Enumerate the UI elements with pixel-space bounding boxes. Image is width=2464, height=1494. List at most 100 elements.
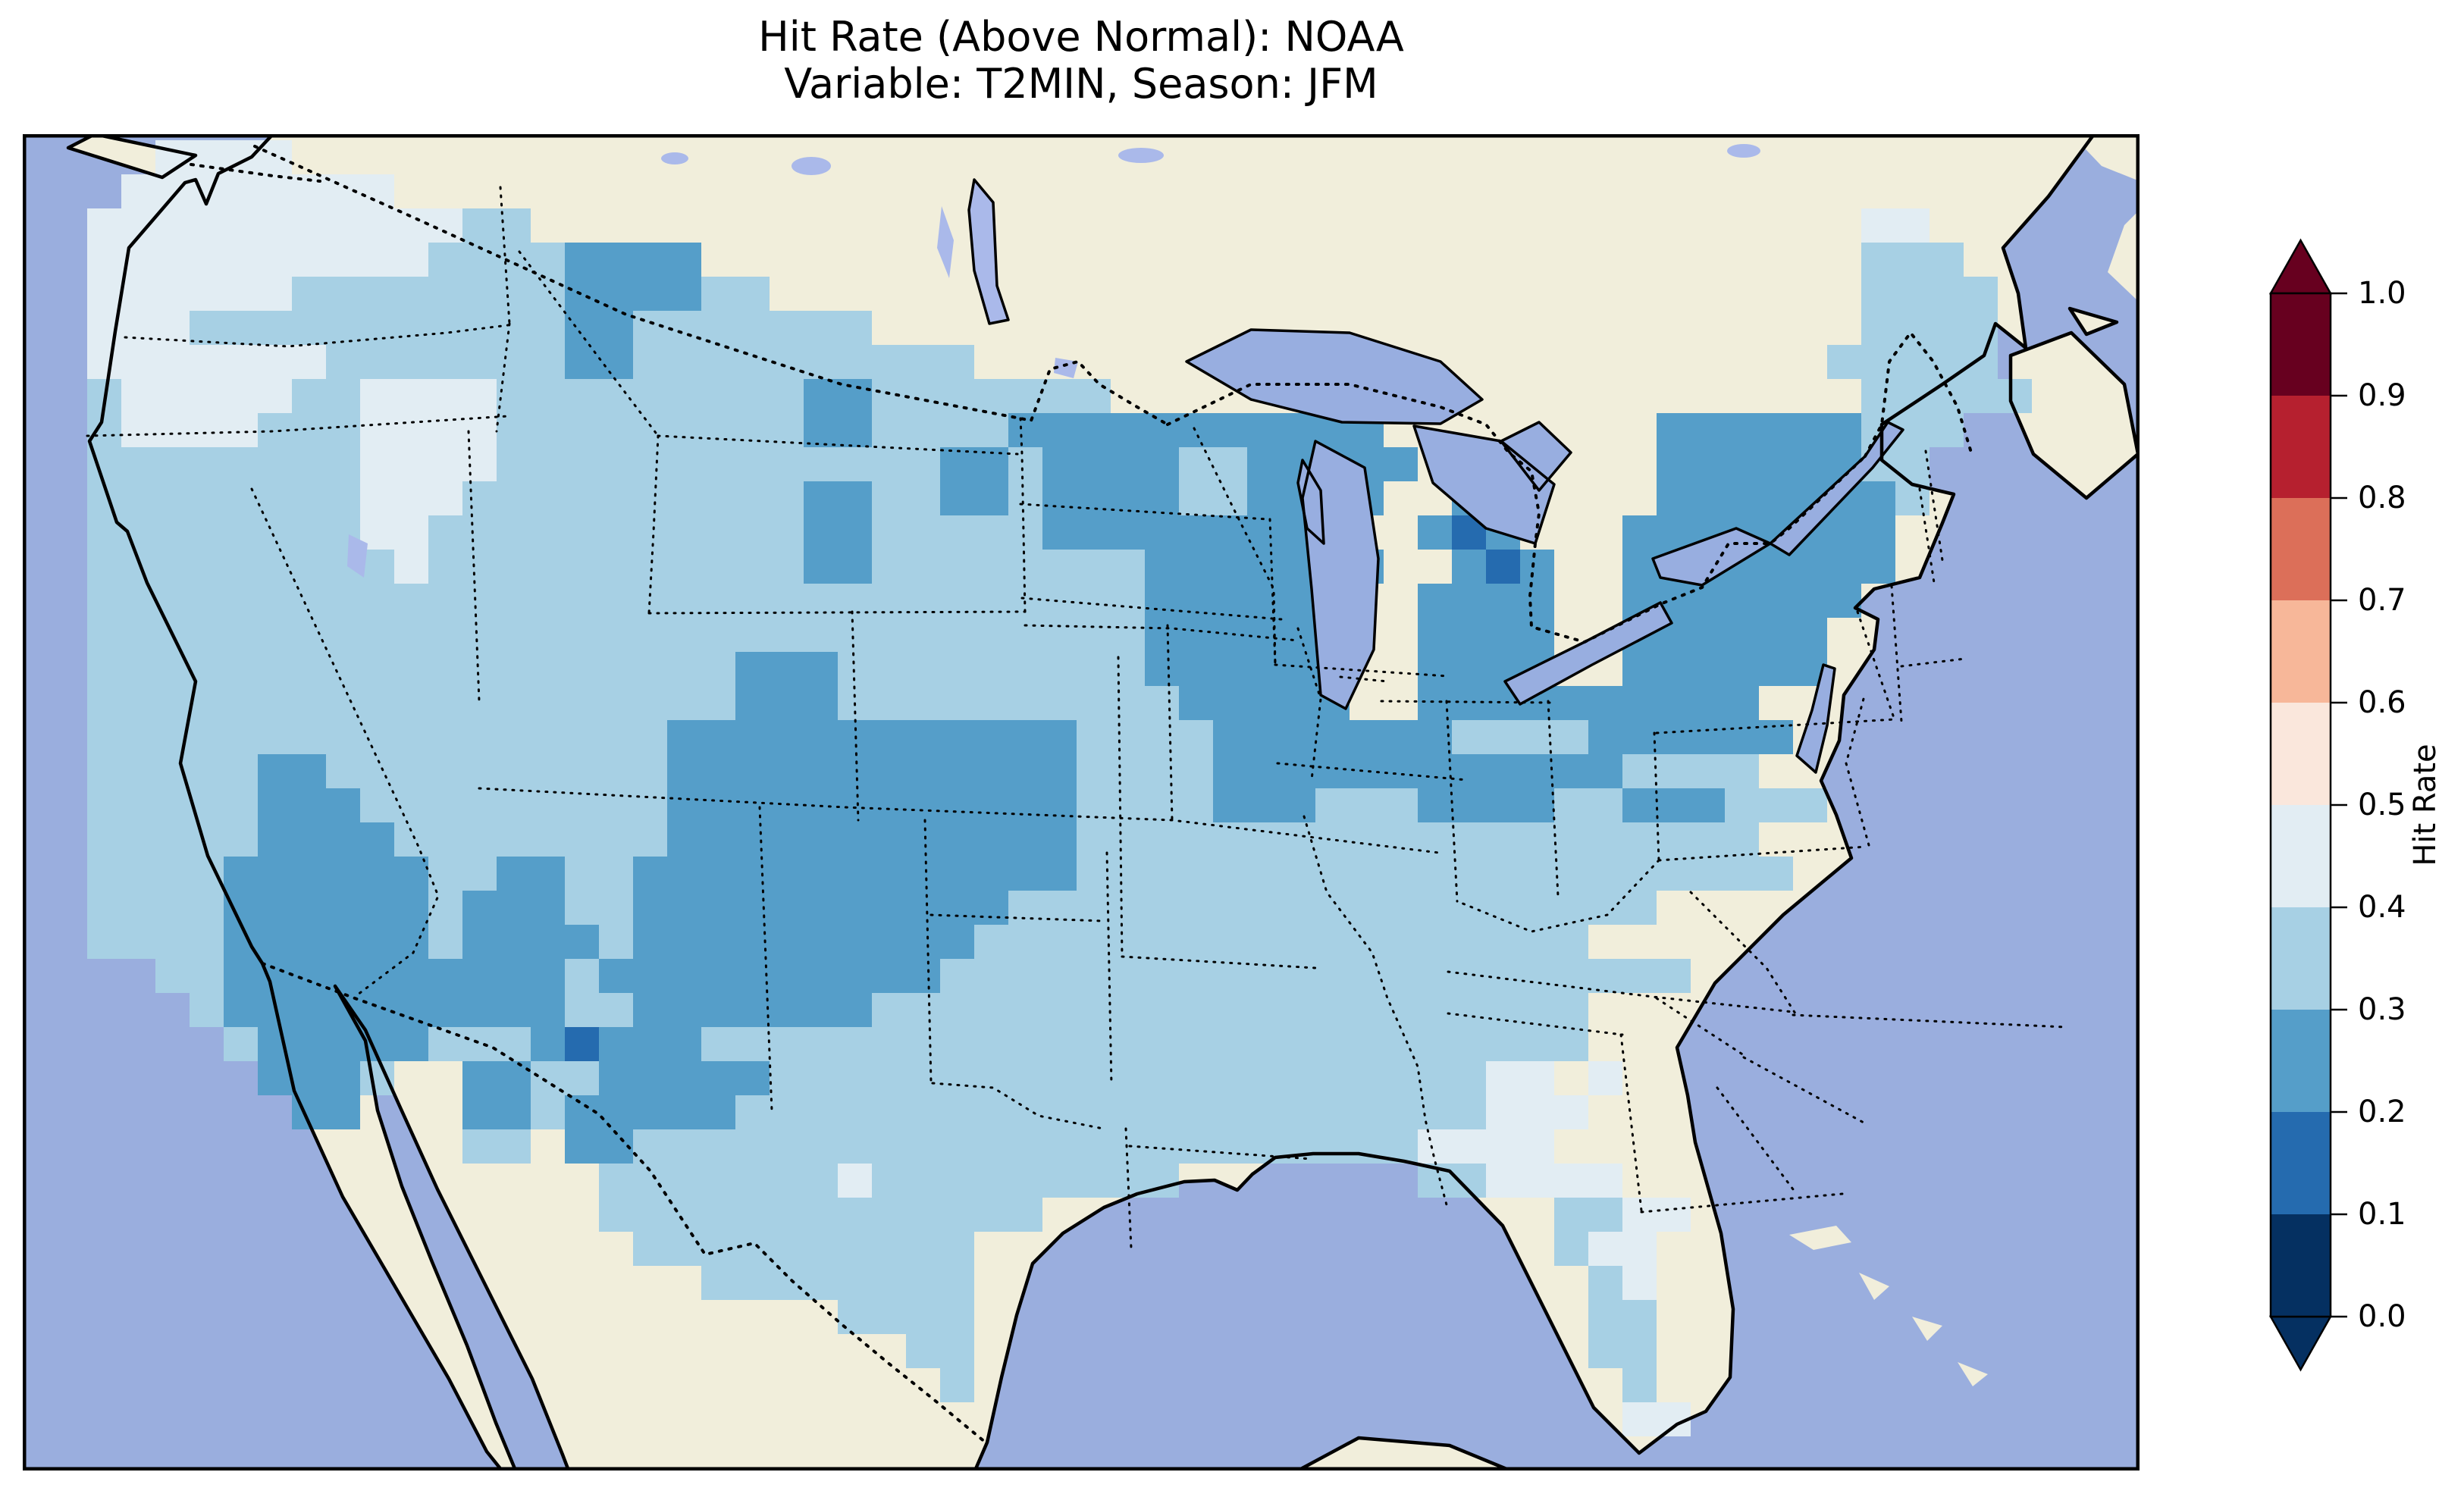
heatmap-cell bbox=[667, 447, 701, 481]
heatmap-cell bbox=[258, 515, 292, 550]
heatmap-cell bbox=[497, 481, 531, 515]
heatmap-cell bbox=[838, 550, 872, 584]
heatmap-cell bbox=[633, 515, 667, 550]
heatmap-cell bbox=[1350, 788, 1384, 822]
heatmap-cell bbox=[701, 550, 735, 584]
heatmap-cell bbox=[394, 447, 428, 481]
heatmap-cell bbox=[1486, 925, 1520, 959]
heatmap-cell bbox=[1691, 720, 1725, 754]
heatmap-cell bbox=[940, 1164, 974, 1198]
heatmap-cell bbox=[701, 277, 735, 311]
heatmap-cell bbox=[1077, 754, 1111, 788]
heatmap-cell bbox=[1111, 822, 1145, 857]
heatmap-cell bbox=[735, 1232, 770, 1266]
heatmap-cell bbox=[1111, 652, 1145, 686]
heatmap-cell bbox=[1145, 447, 1179, 481]
heatmap-cell bbox=[1350, 1095, 1384, 1129]
heatmap-cell bbox=[735, 1164, 770, 1198]
heatmap-cell bbox=[804, 925, 838, 959]
heatmap-cell bbox=[462, 481, 497, 515]
heatmap-cell bbox=[940, 686, 974, 720]
heatmap-cell bbox=[1077, 618, 1111, 652]
heatmap-cell bbox=[1861, 550, 1895, 584]
heatmap-cell bbox=[565, 925, 599, 959]
heatmap-cell bbox=[190, 481, 224, 515]
heatmap-cell bbox=[394, 584, 428, 618]
heatmap-cell bbox=[1452, 925, 1486, 959]
heatmap-cell bbox=[1861, 277, 1895, 311]
heatmap-cell bbox=[360, 788, 394, 822]
heatmap-cell bbox=[258, 686, 292, 720]
heatmap-cell bbox=[838, 925, 872, 959]
heatmap-cell bbox=[565, 891, 599, 925]
chesapeake-bay-outline bbox=[1795, 663, 1836, 774]
heatmap-cell bbox=[1691, 754, 1725, 788]
heatmap-cell bbox=[1008, 1129, 1042, 1164]
heatmap-cell bbox=[974, 993, 1008, 1027]
heatmap-cell bbox=[599, 1095, 633, 1129]
heatmap-cell bbox=[326, 822, 360, 857]
heatmap-cell bbox=[360, 277, 394, 311]
heatmap-cell bbox=[565, 481, 599, 515]
heatmap-cell bbox=[1042, 686, 1077, 720]
heatmap-cell bbox=[735, 686, 770, 720]
heatmap-cell bbox=[770, 1129, 804, 1164]
heatmap-cell bbox=[667, 1198, 701, 1232]
heatmap-cell bbox=[497, 1095, 531, 1129]
heatmap-cell bbox=[633, 277, 667, 311]
heatmap-cell bbox=[804, 413, 838, 447]
heatmap-cell bbox=[1588, 1061, 1622, 1095]
heatmap-cell bbox=[940, 720, 974, 754]
heatmap-cell bbox=[633, 243, 667, 277]
heatmap-cell bbox=[1520, 959, 1554, 993]
heatmap-cell bbox=[804, 720, 838, 754]
heatmap-cell bbox=[1520, 550, 1554, 584]
heatmap-cell bbox=[224, 379, 258, 413]
heatmap-cell bbox=[838, 1061, 872, 1095]
heatmap-cell bbox=[770, 481, 804, 515]
heatmap-cell bbox=[701, 925, 735, 959]
heatmap-cell bbox=[1622, 959, 1657, 993]
heatmap-cell bbox=[1452, 1061, 1486, 1095]
heatmap-cell bbox=[531, 584, 565, 618]
heatmap-cell bbox=[599, 481, 633, 515]
heatmap-cell bbox=[326, 345, 360, 379]
heatmap-cell bbox=[906, 754, 940, 788]
heatmap-cell bbox=[121, 277, 155, 311]
heatmap-cell bbox=[633, 447, 667, 481]
heatmap-cell bbox=[1588, 857, 1622, 891]
heatmap-cell bbox=[1281, 652, 1315, 686]
heatmap-cell bbox=[190, 925, 224, 959]
heatmap-cell bbox=[872, 1232, 906, 1266]
heatmap-cell bbox=[121, 754, 155, 788]
heatmap-cell bbox=[292, 208, 326, 243]
heatmap-cell bbox=[633, 1027, 667, 1061]
heatmap-cell bbox=[1486, 1061, 1520, 1095]
heatmap-cell bbox=[224, 447, 258, 481]
heatmap-cell bbox=[462, 379, 497, 413]
heatmap-cell bbox=[1247, 891, 1281, 925]
heatmap-cell bbox=[1247, 1027, 1281, 1061]
heatmap-cell bbox=[1008, 891, 1042, 925]
heatmap-cell bbox=[633, 1232, 667, 1266]
heatmap-cell bbox=[974, 925, 1008, 959]
heatmap-cell bbox=[599, 754, 633, 788]
heatmap-cell bbox=[770, 1095, 804, 1129]
heatmap-cell bbox=[565, 686, 599, 720]
heatmap-cell bbox=[462, 447, 497, 481]
heatmap-cell bbox=[1315, 891, 1350, 925]
heatmap-cell bbox=[974, 1164, 1008, 1198]
heatmap-cell bbox=[565, 345, 599, 379]
heatmap-cell bbox=[360, 243, 394, 277]
heatmap-cell bbox=[906, 550, 940, 584]
heatmap-cell bbox=[838, 993, 872, 1027]
heatmap-cell bbox=[940, 652, 974, 686]
heatmap-cell bbox=[804, 618, 838, 652]
heatmap-cell bbox=[633, 822, 667, 857]
heatmap-cell bbox=[1042, 413, 1077, 447]
colorbar-segment bbox=[2271, 396, 2331, 498]
heatmap-cell bbox=[360, 925, 394, 959]
heatmap-cell bbox=[1554, 1027, 1588, 1061]
heatmap-cell bbox=[462, 822, 497, 857]
